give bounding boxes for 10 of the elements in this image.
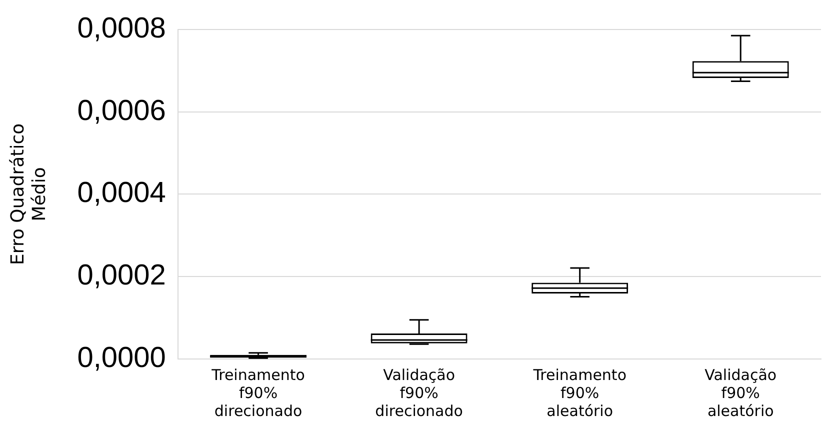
y-tick-label: 0,0000 xyxy=(77,342,166,374)
x-tick-label: Treinamento f90% aleatório xyxy=(532,366,626,420)
x-tick-label: Validação f90% aleatório xyxy=(704,366,777,420)
y-tick-label: 0,0002 xyxy=(77,260,166,292)
y-tick-label: 0,0006 xyxy=(77,94,166,127)
y-tick-label: 0,0008 xyxy=(77,12,166,44)
y-axis-title: Erro Quadrático Médio xyxy=(7,123,50,266)
y-tick-label: 0,0004 xyxy=(77,177,166,210)
x-tick-label: Validação f90% direcionado xyxy=(375,366,463,420)
x-tick-label: Treinamento f90% direcionado xyxy=(210,366,305,420)
